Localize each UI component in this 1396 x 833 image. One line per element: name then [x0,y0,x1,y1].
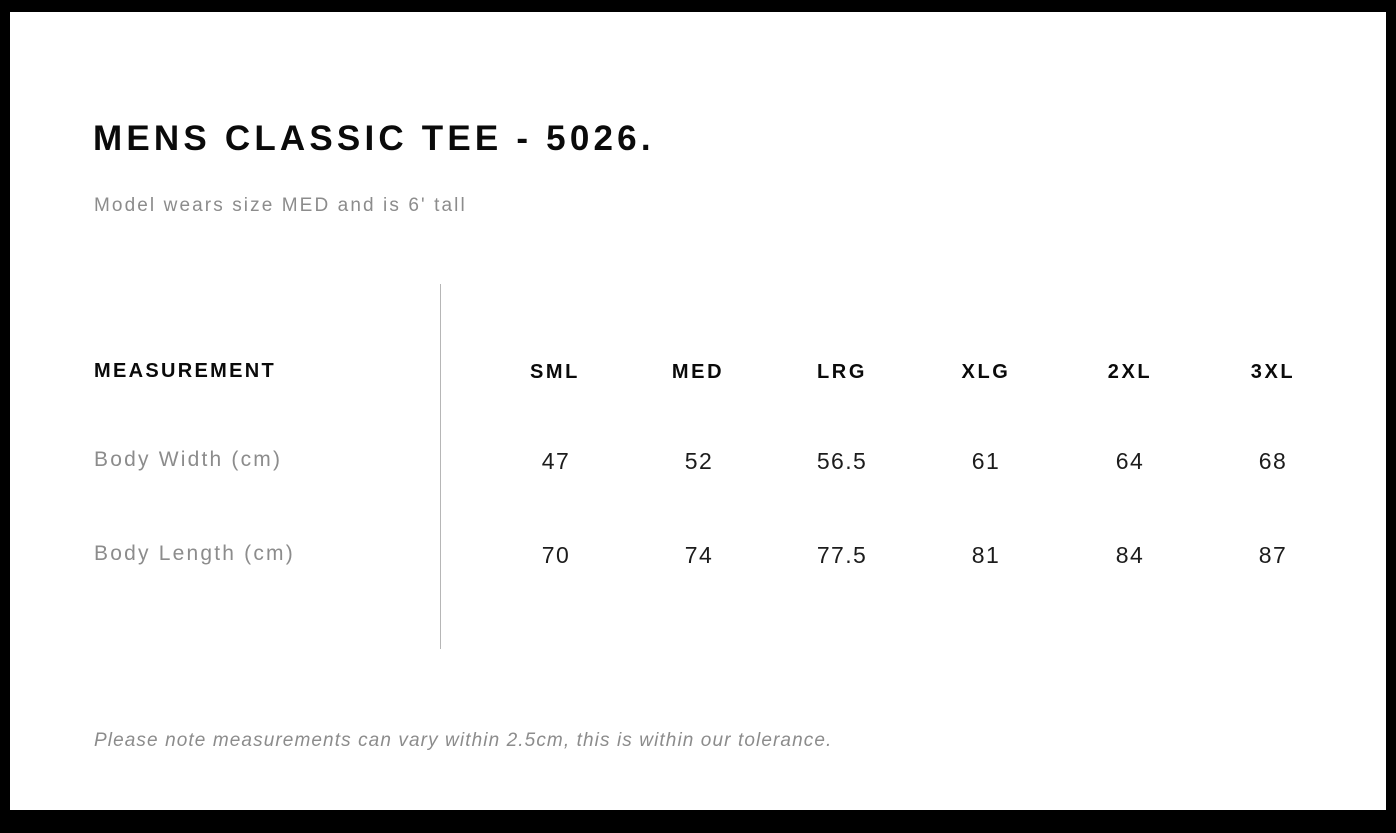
table-vertical-divider [440,284,441,649]
cell-body-width-med: 52 [684,448,714,474]
cell-body-width-2xl: 64 [1115,448,1145,474]
cell-body-length-3xl: 87 [1258,542,1288,568]
cell-body-length-sml: 70 [541,542,571,568]
cell-body-width-sml: 47 [541,448,571,474]
row-header-body-length: Body Length (cm) [94,542,295,565]
tolerance-note: Please note measurements can vary within… [94,730,833,751]
cell-body-length-2xl: 84 [1115,542,1145,568]
cell-body-width-xlg: 61 [971,448,1001,474]
column-header-sml: SML [529,361,581,383]
cell-body-length-med: 74 [684,542,714,568]
column-header-xlg: XLG [961,361,1011,383]
size-guide-table: MEASUREMENT SML MED LRG XLG 2XL 3XL Body… [10,12,1386,810]
cell-body-length-lrg: 77.5 [816,542,868,568]
page-title: MENS CLASSIC TEE - 5026. [93,119,655,158]
cell-body-width-lrg: 56.5 [816,448,868,474]
column-header-3xl: 3XL [1250,361,1296,383]
size-chart-card: MENS CLASSIC TEE - 5026. Model wears siz… [10,12,1386,810]
column-header-measurement: MEASUREMENT [94,360,276,382]
cell-body-width-3xl: 68 [1258,448,1288,474]
column-header-lrg: LRG [816,361,868,383]
model-info-text: Model wears size MED and is 6' tall [94,195,467,216]
cell-body-length-xlg: 81 [971,542,1001,568]
column-header-med: MED [671,361,725,383]
column-header-2xl: 2XL [1107,361,1153,383]
row-header-body-width: Body Width (cm) [94,448,283,471]
